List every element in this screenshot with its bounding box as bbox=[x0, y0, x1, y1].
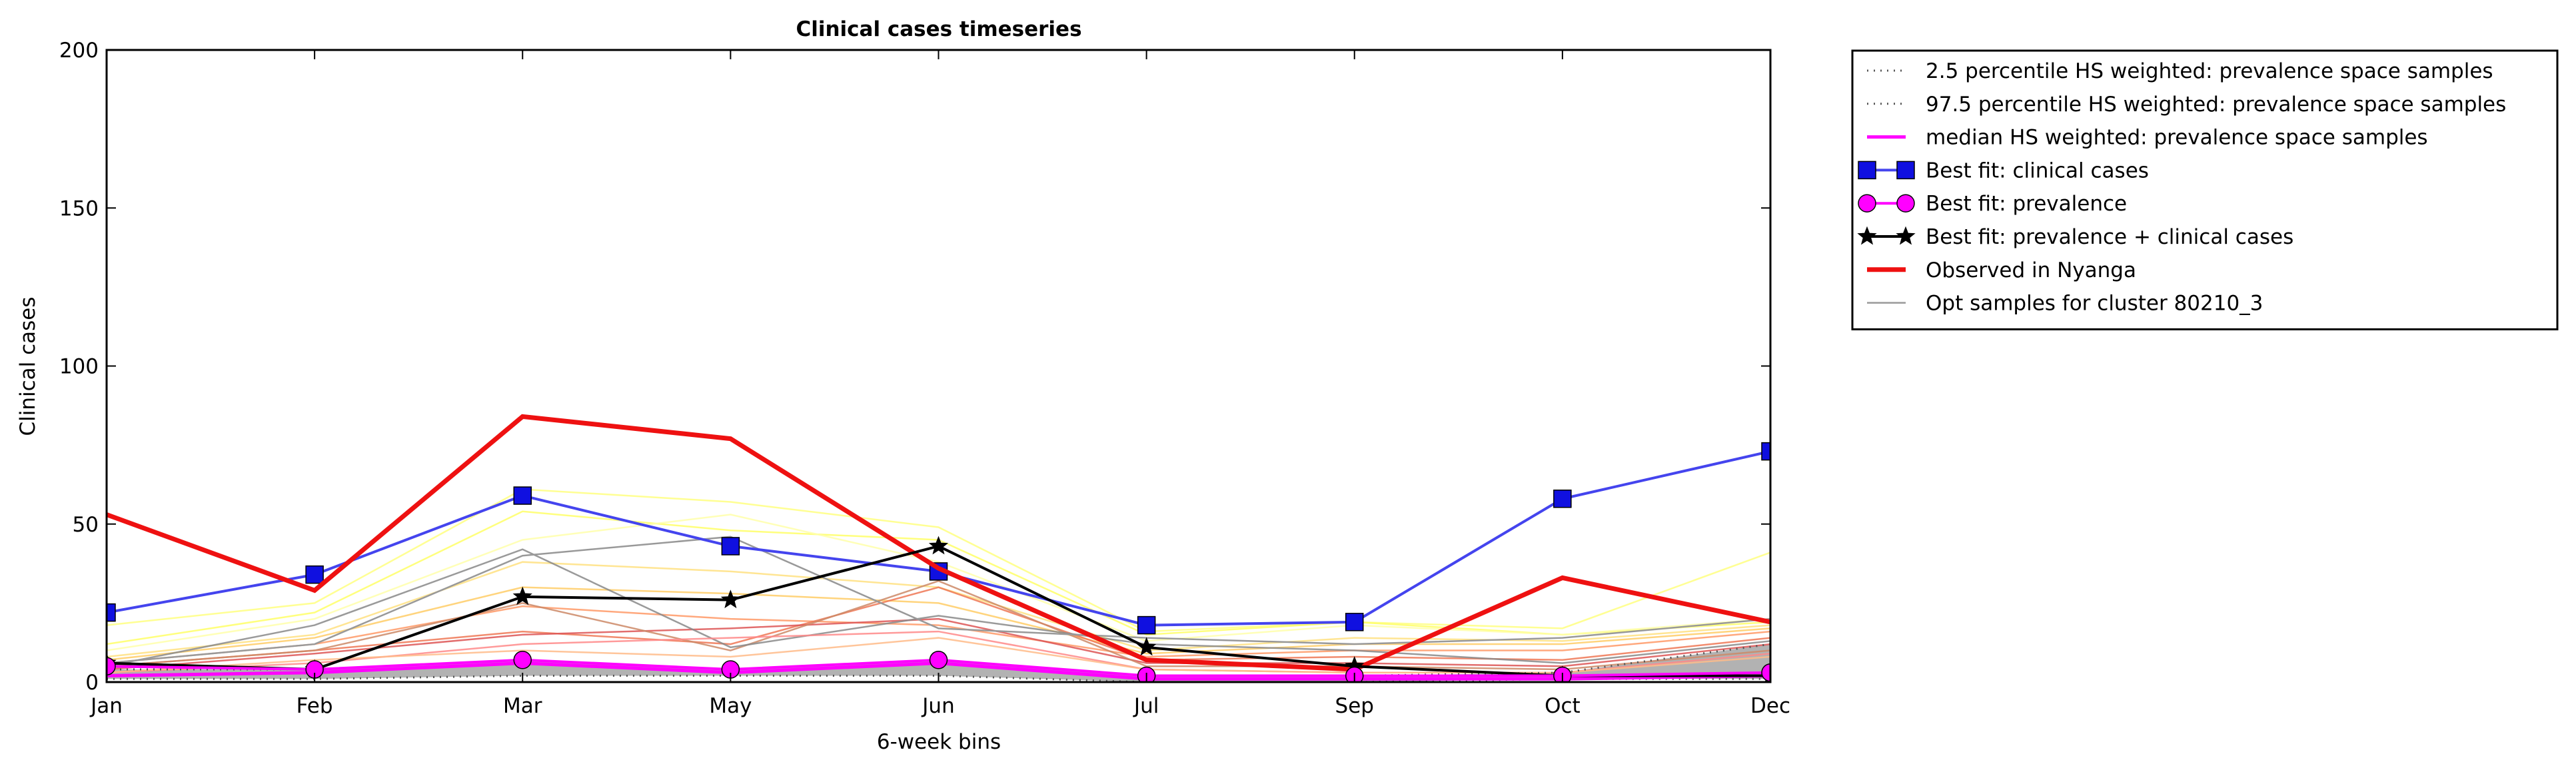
square-marker bbox=[1896, 161, 1915, 180]
y-tick-label: 150 bbox=[59, 196, 99, 220]
x-tick-label: Sep bbox=[1335, 694, 1374, 718]
square-marker bbox=[107, 603, 116, 622]
sample-line bbox=[107, 605, 1770, 664]
star-marker bbox=[720, 589, 741, 609]
star-marker bbox=[928, 536, 949, 555]
sample-line bbox=[107, 488, 1770, 633]
circle-marker bbox=[107, 657, 116, 676]
legend-label: Opt samples for cluster 80210_3 bbox=[1926, 292, 2263, 316]
circle-marker bbox=[1858, 194, 1876, 212]
legend-label: Best fit: clinical cases bbox=[1926, 159, 2149, 183]
chart-title: Clinical cases timeseries bbox=[796, 17, 1081, 41]
square-marker bbox=[1345, 613, 1364, 631]
x-tick-label: Dec bbox=[1750, 694, 1790, 718]
circle-marker bbox=[1761, 663, 1770, 682]
square-marker bbox=[1553, 490, 1572, 508]
x-tick-label: Oct bbox=[1545, 694, 1581, 718]
y-tick-label: 200 bbox=[59, 39, 99, 63]
sample-line bbox=[107, 548, 1770, 667]
square-marker bbox=[1137, 615, 1156, 635]
sample-line bbox=[107, 586, 1770, 661]
x-tick-label: Jun bbox=[921, 694, 954, 718]
legend-label: Best fit: prevalence bbox=[1926, 192, 2127, 216]
star-marker bbox=[512, 586, 532, 605]
star-marker bbox=[1857, 226, 1877, 245]
series-line bbox=[107, 536, 1770, 664]
legend: 2.5 percentile HS weighted: prevalence s… bbox=[1851, 49, 2559, 330]
square-marker bbox=[721, 537, 740, 556]
y-tick-label: 0 bbox=[85, 671, 99, 695]
square-marker bbox=[305, 565, 324, 584]
sample-line bbox=[107, 514, 1770, 651]
legend-label: Best fit: prevalence + clinical cases bbox=[1926, 225, 2293, 249]
series-line bbox=[107, 414, 1770, 672]
star-marker bbox=[1136, 637, 1157, 656]
circle-marker bbox=[1896, 194, 1915, 212]
x-tick-label: Jul bbox=[1133, 694, 1159, 718]
star-marker bbox=[1896, 226, 1916, 245]
x-tick-label: Mar bbox=[503, 694, 542, 718]
legend-label: Observed in Nyanga bbox=[1926, 258, 2136, 282]
sample-line bbox=[107, 617, 1770, 671]
sample-line bbox=[107, 579, 1770, 671]
y-tick-label: 50 bbox=[73, 513, 99, 537]
legend-box bbox=[1851, 49, 2559, 330]
legend-label: median HS weighted: prevalence space sam… bbox=[1926, 126, 2428, 150]
legend-label: 97.5 percentile HS weighted: prevalence … bbox=[1926, 93, 2506, 117]
square-marker bbox=[1858, 161, 1876, 180]
x-tick-label: Jan bbox=[89, 694, 123, 718]
circle-marker bbox=[929, 651, 948, 669]
legend-label: 2.5 percentile HS weighted: prevalence s… bbox=[1926, 59, 2493, 83]
square-marker bbox=[513, 486, 532, 505]
x-axis-label: 6-week bins bbox=[877, 730, 1001, 754]
x-tick-label: May bbox=[709, 694, 752, 718]
y-axis-label: Clinical cases bbox=[16, 296, 40, 436]
y-tick-label: 100 bbox=[59, 355, 99, 379]
x-tick-label: Feb bbox=[297, 694, 333, 718]
square-marker bbox=[1761, 442, 1770, 461]
circle-marker bbox=[513, 651, 532, 669]
plot-area: 0 50 100 150 200 Jan Feb Mar May Jun Jul Sep Oct Dec bbox=[59, 39, 1790, 718]
